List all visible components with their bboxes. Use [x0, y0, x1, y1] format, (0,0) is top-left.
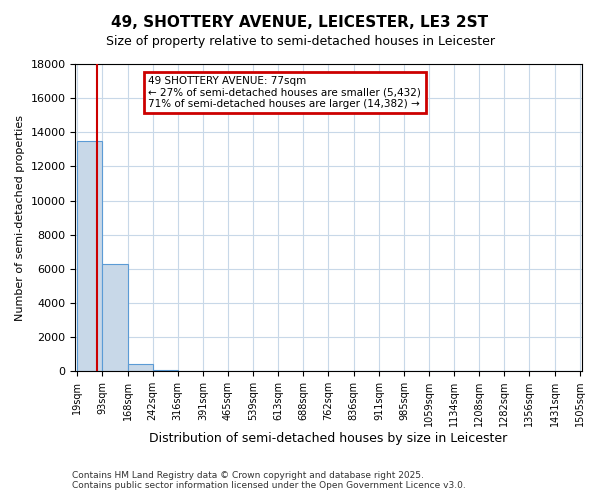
- Y-axis label: Number of semi-detached properties: Number of semi-detached properties: [15, 114, 25, 320]
- Bar: [152, 370, 178, 371]
- X-axis label: Distribution of semi-detached houses by size in Leicester: Distribution of semi-detached houses by …: [149, 432, 508, 445]
- Text: 49 SHOTTERY AVENUE: 77sqm
← 27% of semi-detached houses are smaller (5,432)
71% : 49 SHOTTERY AVENUE: 77sqm ← 27% of semi-…: [148, 76, 421, 109]
- Text: Size of property relative to semi-detached houses in Leicester: Size of property relative to semi-detach…: [106, 35, 494, 48]
- Text: Contains HM Land Registry data © Crown copyright and database right 2025.
Contai: Contains HM Land Registry data © Crown c…: [72, 470, 466, 490]
- Bar: [128, 364, 152, 371]
- Bar: [77, 141, 102, 371]
- Bar: [102, 264, 128, 371]
- Text: 49, SHOTTERY AVENUE, LEICESTER, LE3 2ST: 49, SHOTTERY AVENUE, LEICESTER, LE3 2ST: [112, 15, 488, 30]
